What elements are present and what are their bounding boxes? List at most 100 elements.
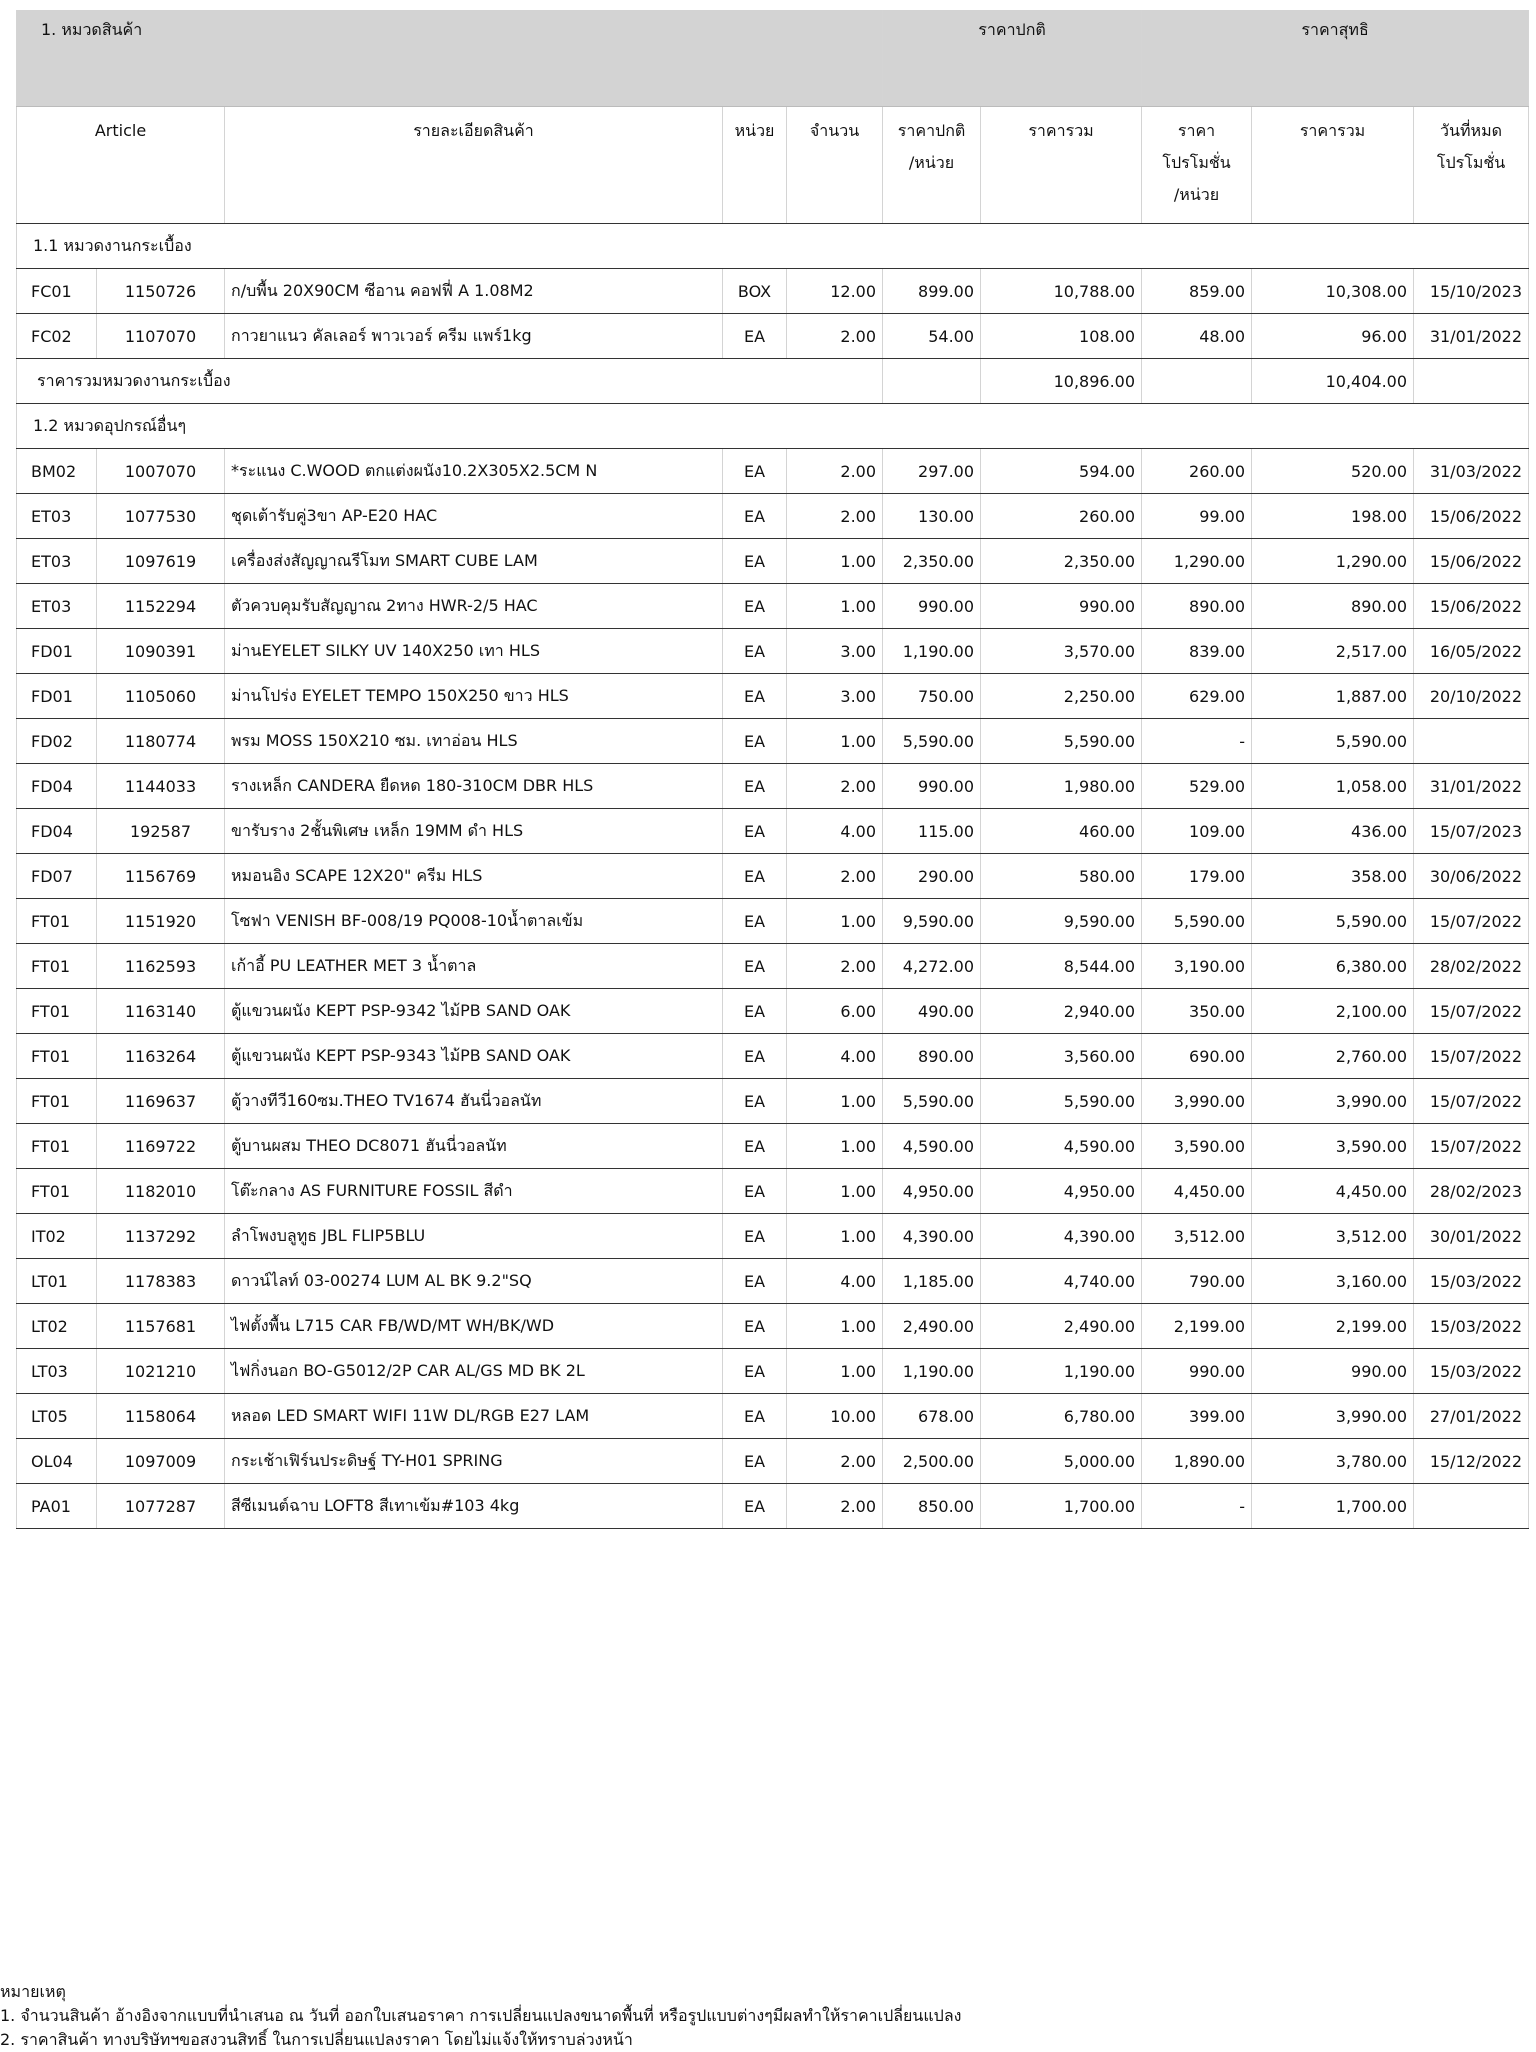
article: 1158064 [96, 1393, 225, 1439]
net-total: 4,450.00 [1251, 1168, 1415, 1214]
quantity: 1.00 [785, 1213, 884, 1259]
article: 1097009 [96, 1438, 225, 1484]
article: 1163264 [96, 1033, 225, 1079]
net-total: 1,290.00 [1251, 538, 1415, 584]
unit-price: 5,590.00 [882, 718, 982, 764]
total-price: 580.00 [980, 853, 1143, 899]
category-code: ET03 [16, 583, 97, 629]
item-row: FT01 1163264 ตู้แขวนผนัง KEPT PSP-9343 ไม้… [16, 1033, 1530, 1079]
category-code: FT01 [16, 898, 97, 944]
net-total: 1,700.00 [1251, 1483, 1415, 1529]
promo-end-date: 28/02/2023 [1413, 1168, 1530, 1214]
unit: EA [722, 898, 787, 944]
total-price: 9,590.00 [980, 898, 1143, 944]
description: เก้าอี้ PU LEATHER MET 3 น้ำตาล [224, 943, 723, 989]
promo-unit-price: 839.00 [1141, 628, 1253, 674]
total-price: 8,544.00 [980, 943, 1143, 989]
promo-unit-price: 5,590.00 [1141, 898, 1253, 944]
unit-price: 9,590.00 [882, 898, 982, 944]
category-code: FD07 [16, 853, 97, 899]
total-price: 2,940.00 [980, 988, 1143, 1034]
net-total: 2,517.00 [1251, 628, 1415, 674]
net-total: 2,100.00 [1251, 988, 1415, 1034]
column-header: ราคารวม [980, 106, 1143, 224]
article: 1021210 [96, 1348, 225, 1394]
promo-unit-price: 529.00 [1141, 763, 1253, 809]
article: 1107070 [96, 313, 225, 359]
category-code: FD01 [16, 628, 97, 674]
unit-price: 2,490.00 [882, 1303, 982, 1349]
promo-end-date: 15/07/2022 [1413, 1033, 1530, 1079]
article: 1007070 [96, 448, 225, 494]
quantity: 2.00 [785, 1483, 884, 1529]
unit-price: 2,500.00 [882, 1438, 982, 1484]
column-header: Article [16, 106, 225, 224]
unit-price: 899.00 [882, 268, 982, 314]
description: กระเช้าเฟิร์นประดิษฐ์ TY-H01 SPRING [224, 1438, 723, 1484]
unit: EA [722, 448, 787, 494]
net-total: 3,990.00 [1251, 1078, 1415, 1124]
promo-end-date: 20/10/2022 [1413, 673, 1530, 719]
item-row: FT01 1151920 โซฟา VENISH BF-008/19 PQ008-1… [16, 898, 1530, 944]
category-code: LT01 [16, 1258, 97, 1304]
unit: EA [722, 1258, 787, 1304]
section-row: 1.2 หมวดอุปกรณ์อื่นๆ [15, 403, 1530, 449]
promo-end-date: 15/03/2022 [1413, 1348, 1530, 1394]
total-price: 594.00 [980, 448, 1143, 494]
description: โซฟา VENISH BF-008/19 PQ008-10น้ำตาลเข้ม [224, 898, 723, 944]
unit-price: 1,190.00 [882, 628, 982, 674]
article: 1077287 [96, 1483, 225, 1529]
subtotal-label: ราคารวมหมวดงานกระเบื้อง [15, 358, 884, 404]
section-title: 1.1 หมวดงานกระเบื้อง [15, 223, 1530, 269]
category-code: FT01 [16, 1078, 97, 1124]
description: ขารับราง 2ชั้นพิเศษ เหล็ก 19MM ดำ HLS [224, 808, 723, 854]
promo-end-date: 15/10/2023 [1413, 268, 1530, 314]
total-price: 4,950.00 [980, 1168, 1143, 1214]
item-row: LT05 1158064 หลอด LED SMART WIFI 11W DL/RG… [16, 1393, 1530, 1439]
unit-price: 990.00 [882, 763, 982, 809]
promo-end-date: 28/02/2022 [1413, 943, 1530, 989]
quantity: 2.00 [785, 313, 884, 359]
quantity: 1.00 [785, 898, 884, 944]
total-price: 4,590.00 [980, 1123, 1143, 1169]
category-code: OL04 [16, 1438, 97, 1484]
unit-price: 678.00 [882, 1393, 982, 1439]
promo-unit-price: 350.00 [1141, 988, 1253, 1034]
price-table: 1. หมวดสินค้า ราคาปกติ ราคาสุทธิ Article… [15, 10, 1530, 1529]
unit-price: 4,590.00 [882, 1123, 982, 1169]
empty-cell [1413, 358, 1530, 404]
promo-unit-price: 3,990.00 [1141, 1078, 1253, 1124]
unit: EA [722, 673, 787, 719]
quantity: 12.00 [785, 268, 884, 314]
category-code: BM02 [16, 448, 97, 494]
net-total: 436.00 [1251, 808, 1415, 854]
note-item: 2. ราคาสินค้า ทางบริษัทฯขอสงวนสิทธิ์ ในก… [0, 2030, 633, 2049]
unit-price: 54.00 [882, 313, 982, 359]
description: กาวยาแนว คัลเลอร์ พาวเวอร์ ครีม แพร์1kg [224, 313, 723, 359]
description: ดาวน์ไลท์ 03-00274 LUM AL BK 9.2"SQ [224, 1258, 723, 1304]
description: ไฟตั้งพื้น L715 CAR FB/WD/MT WH/BK/WD [224, 1303, 723, 1349]
unit-price: 115.00 [882, 808, 982, 854]
unit: EA [722, 988, 787, 1034]
item-row: FD04 192587 ขารับราง 2ชั้นพิเศษ เหล็ก 19MM… [16, 808, 1530, 854]
net-total: 5,590.00 [1251, 898, 1415, 944]
unit: EA [722, 853, 787, 899]
promo-end-date [1413, 1483, 1530, 1529]
net-total: 1,887.00 [1251, 673, 1415, 719]
description: ตู้แขวนผนัง KEPT PSP-9342 ไม้PB SAND OAK [224, 988, 723, 1034]
note-list: 1. จำนวนสินค้า อ้างอิงจากแบบที่นำเสนอ ณ … [0, 2004, 961, 2052]
article: 1137292 [96, 1213, 225, 1259]
category-code: PA01 [16, 1483, 97, 1529]
total-price: 3,570.00 [980, 628, 1143, 674]
total-price: 6,780.00 [980, 1393, 1143, 1439]
net-total: 358.00 [1251, 853, 1415, 899]
column-header: ราคา โปรโมชั่น /หน่วย [1141, 106, 1253, 224]
quantity: 4.00 [785, 808, 884, 854]
total-price: 3,560.00 [980, 1033, 1143, 1079]
net-total: 198.00 [1251, 493, 1415, 539]
category-code: IT02 [16, 1213, 97, 1259]
unit: EA [722, 1033, 787, 1079]
article: 192587 [96, 808, 225, 854]
description: *ระแนง C.WOOD ตกแต่งผนัง10.2X305X2.5CM N [224, 448, 723, 494]
